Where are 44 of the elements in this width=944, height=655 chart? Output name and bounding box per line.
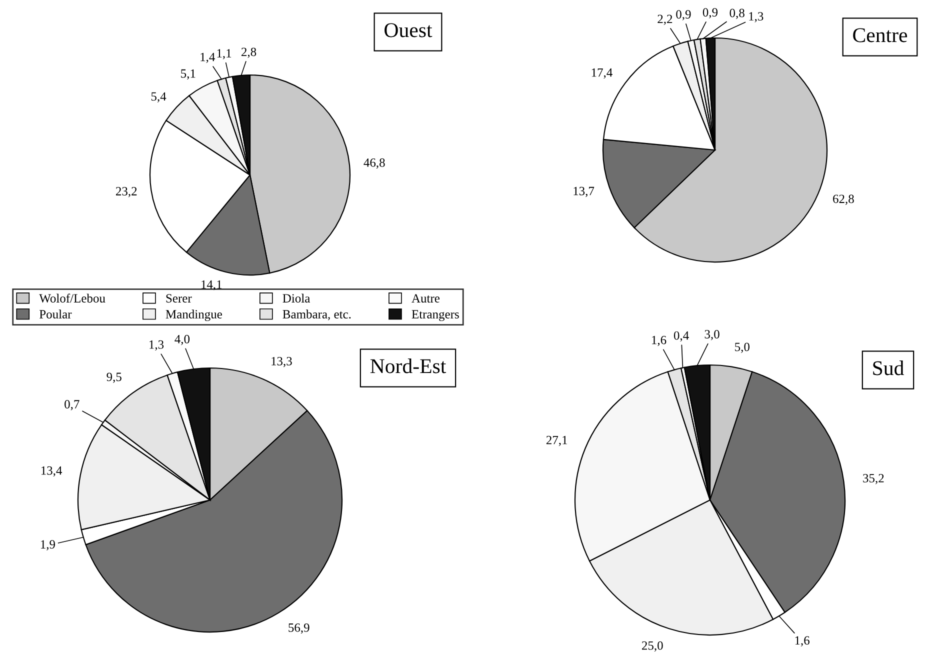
legend-label: Diola bbox=[282, 294, 310, 303]
legend-label: Poular bbox=[39, 310, 72, 318]
data-label: 1,4 bbox=[200, 52, 215, 63]
data-label: 5,1 bbox=[181, 69, 196, 80]
legend-label: Mandingue bbox=[166, 310, 222, 322]
text: Centre bbox=[853, 28, 908, 42]
data-label: 25,0 bbox=[642, 641, 663, 652]
data-label: 62,8 bbox=[833, 194, 854, 205]
data-label: 5,0 bbox=[735, 342, 750, 353]
data-label: 2,2 bbox=[658, 14, 672, 25]
data-label: 0,4 bbox=[674, 331, 689, 342]
data-label: 0,9 bbox=[702, 8, 718, 18]
data-label: 0,7 bbox=[64, 400, 80, 410]
legend-label: Etrangers bbox=[412, 310, 459, 322]
data-label: 13,4 bbox=[41, 466, 62, 477]
legend-label: Bambara, etc. bbox=[282, 310, 351, 320]
data-label: 46,8 bbox=[364, 158, 385, 169]
data-label: 2,8 bbox=[242, 48, 256, 58]
data-label: 14,1 bbox=[202, 280, 222, 291]
data-label: 0,9 bbox=[676, 10, 691, 20]
data-label: 0,8 bbox=[730, 8, 744, 20]
data-label: 5,4 bbox=[151, 92, 166, 102]
text: Sud bbox=[873, 360, 904, 376]
data-label: 17,4 bbox=[592, 68, 612, 79]
text: Nord-Est bbox=[370, 358, 446, 374]
data-label: 56,9 bbox=[288, 623, 310, 634]
data-label: 13,7 bbox=[574, 186, 594, 198]
data-label: 1,6 bbox=[795, 636, 810, 646]
data-label: 1,6 bbox=[652, 336, 666, 346]
data-label: 35,2 bbox=[863, 474, 884, 484]
data-label: 13,3 bbox=[272, 356, 292, 368]
data-label: 27,1 bbox=[546, 436, 568, 446]
data-label: 1,9 bbox=[40, 540, 55, 550]
legend-label: Serer bbox=[166, 294, 192, 303]
data-label: 1,3 bbox=[749, 12, 764, 22]
data-label: 23,2 bbox=[116, 187, 137, 198]
data-label: 4,0 bbox=[174, 334, 190, 346]
legend-label: Autre bbox=[412, 294, 440, 303]
chart-title: Ouest bbox=[384, 23, 432, 38]
data-label: 1,3 bbox=[150, 340, 164, 351]
data-label: 1,1 bbox=[217, 49, 232, 60]
legend-label: Wolof/Lebou bbox=[39, 294, 106, 303]
data-label: 3,0 bbox=[704, 330, 720, 340]
data-label: 9,5 bbox=[106, 372, 122, 383]
